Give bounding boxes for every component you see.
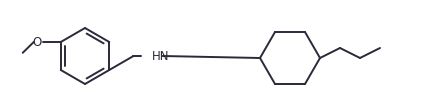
Text: O: O <box>32 36 41 49</box>
Text: HN: HN <box>151 50 169 62</box>
